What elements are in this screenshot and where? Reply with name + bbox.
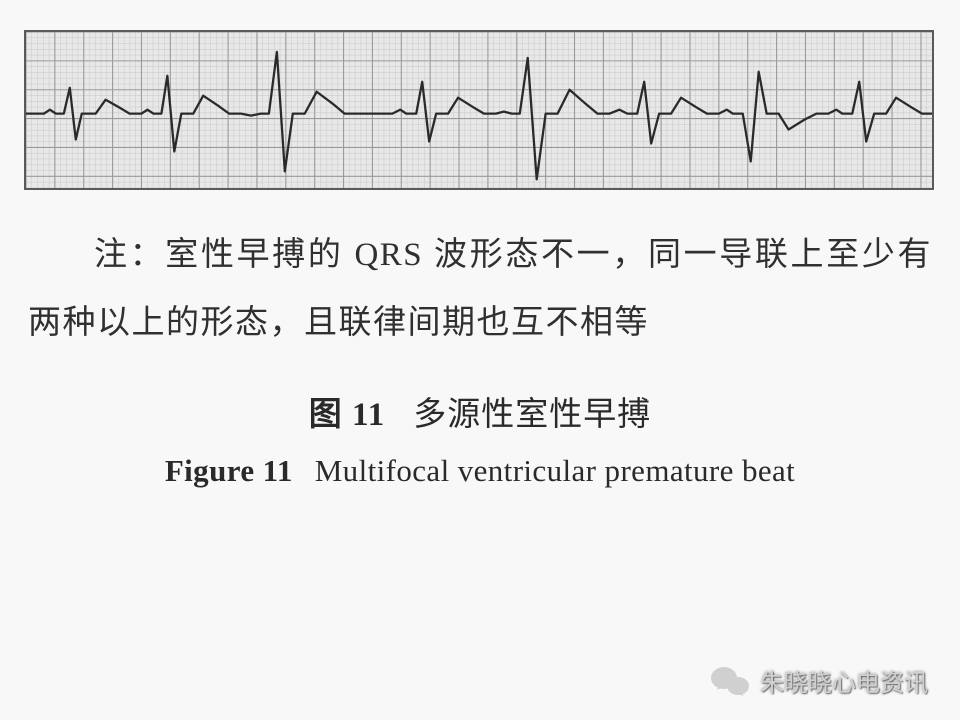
ecg-strip xyxy=(24,30,934,190)
caption-chinese: 图 11 多源性室性早搏 xyxy=(24,387,936,435)
figure-note: 注：室性早搏的 QRS 波形态不一，同一导联上至少有两种以上的形态，且联律间期也… xyxy=(28,222,932,357)
wechat-icon xyxy=(710,664,750,698)
ecg-waveform xyxy=(26,32,932,190)
figure-label-en: Figure 11 xyxy=(165,453,293,488)
watermark-text: 朱晓晓心电资讯 xyxy=(760,663,928,698)
figure-title-en: Multifocal ventricular premature beat xyxy=(315,453,795,488)
figure-title-cn: 多源性室性早搏 xyxy=(413,397,651,433)
page-container: 注：室性早搏的 QRS 波形态不一，同一导联上至少有两种以上的形态，且联律间期也… xyxy=(0,0,960,720)
figure-label-cn: 图 11 xyxy=(309,397,385,433)
watermark: 朱晓晓心电资讯 xyxy=(710,663,928,698)
caption-english: Figure 11 Multifocal ventricular prematur… xyxy=(24,453,936,489)
